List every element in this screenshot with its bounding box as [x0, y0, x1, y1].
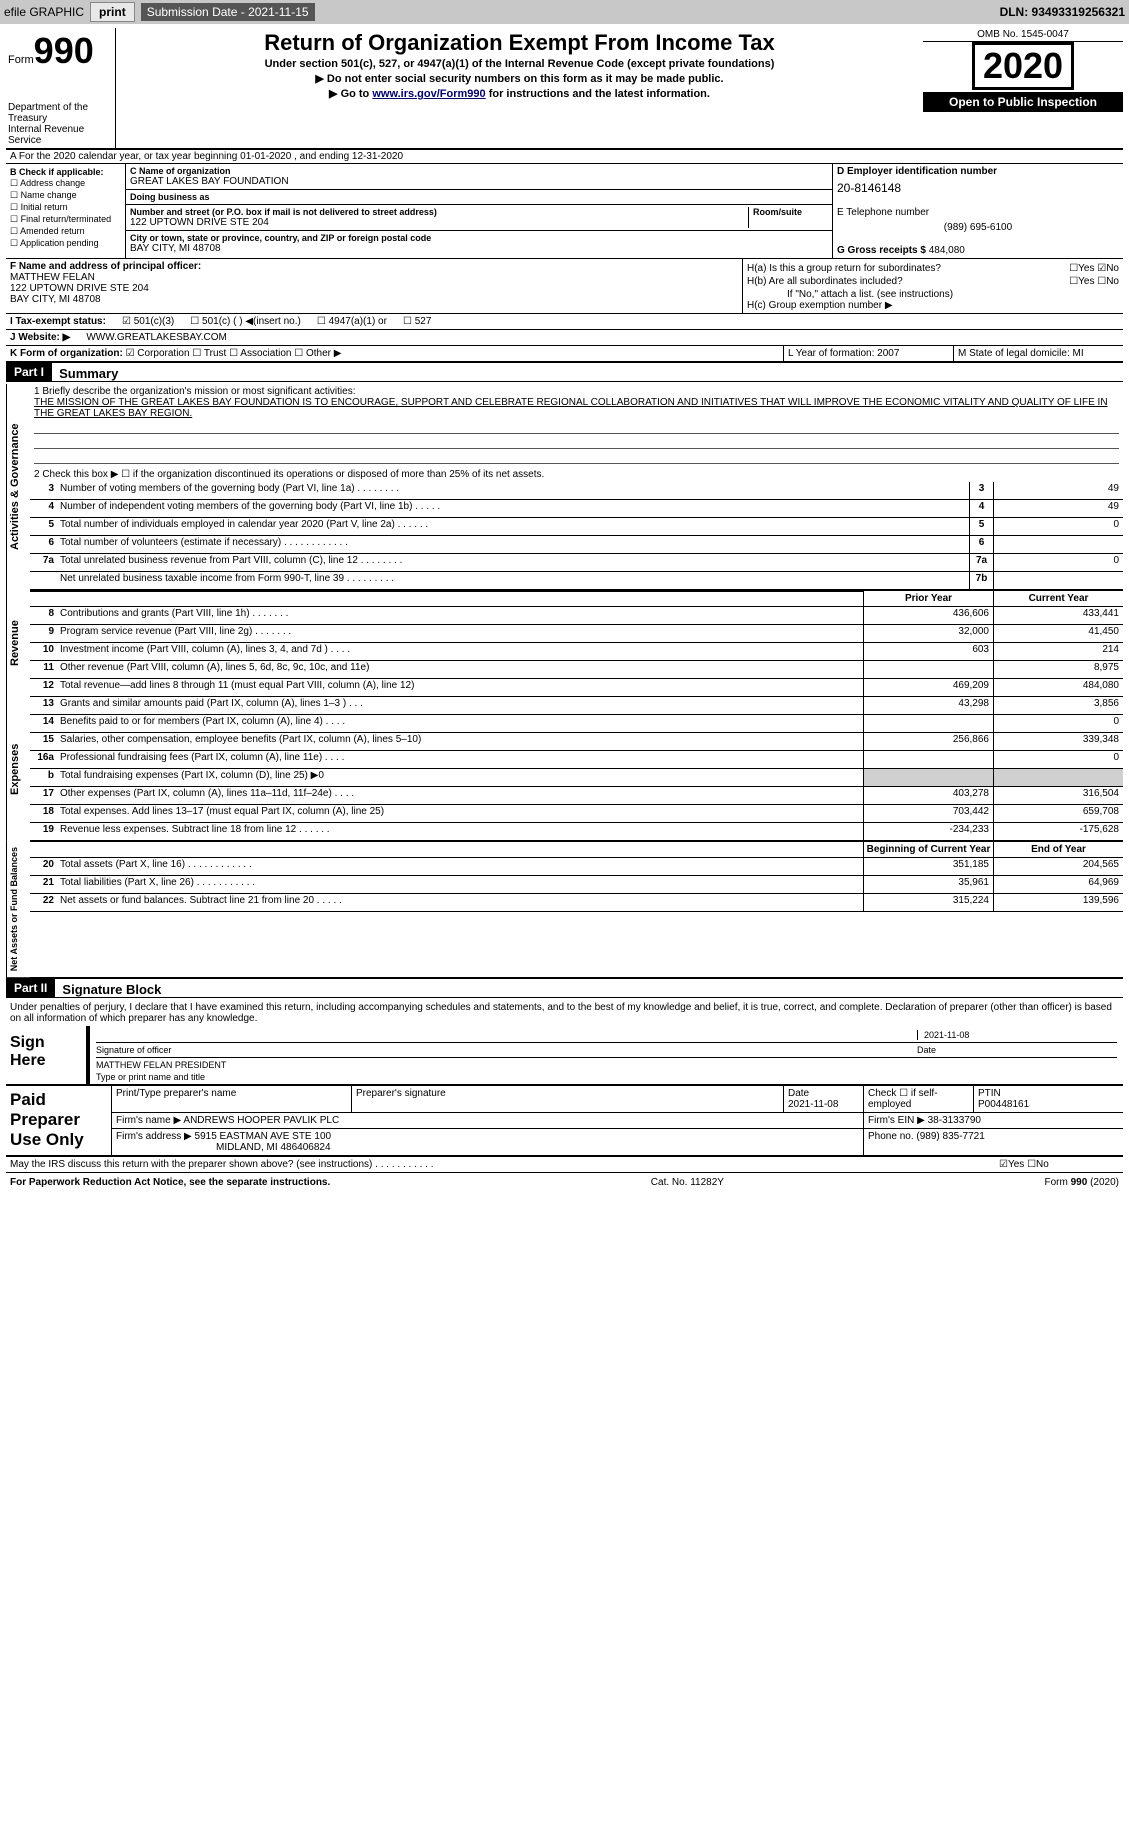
line-21: 21 Total liabilities (Part X, line 26) .…	[30, 876, 1123, 894]
page-title: Return of Organization Exempt From Incom…	[128, 30, 911, 56]
row-a-period: A For the 2020 calendar year, or tax yea…	[6, 150, 1123, 164]
row-k-lm: K Form of organization: ☑ Corporation ☐ …	[6, 346, 1123, 363]
revenue-section: Revenue Prior Year Current Year 8 Contri…	[6, 590, 1123, 697]
line-7b: Net unrelated business taxable income fr…	[30, 572, 1123, 590]
part2-header: Part II Signature Block	[6, 979, 1123, 998]
row-i-tax-status: I Tax-exempt status: ☑ 501(c)(3) ☐ 501(c…	[6, 314, 1123, 330]
entity-block: B Check if applicable: ☐ Address change …	[6, 164, 1123, 259]
perjury-declaration: Under penalties of perjury, I declare th…	[6, 1000, 1123, 1026]
line-17: 17 Other expenses (Part IX, column (A), …	[30, 787, 1123, 805]
line-9: 9 Program service revenue (Part VIII, li…	[30, 625, 1123, 643]
side-label-governance: Activities & Governance	[6, 384, 30, 590]
discuss-row: May the IRS discuss this return with the…	[6, 1157, 1123, 1173]
box-h-group: H(a) Is this a group return for subordin…	[743, 259, 1123, 313]
line-5: 5 Total number of individuals employed i…	[30, 518, 1123, 536]
line-15: 15 Salaries, other compensation, employe…	[30, 733, 1123, 751]
governance-section: Activities & Governance 1 Briefly descri…	[6, 384, 1123, 590]
paid-preparer-block: Paid Preparer Use Only Print/Type prepar…	[6, 1084, 1123, 1157]
box-f-officer: F Name and address of principal officer:…	[6, 259, 743, 313]
box-c-name-addr: C Name of organizationGREAT LAKES BAY FO…	[126, 164, 833, 258]
page-footer: For Paperwork Reduction Act Notice, see …	[6, 1173, 1123, 1192]
efile-label: efile GRAPHIC	[4, 5, 84, 19]
submission-date: Submission Date - 2021-11-15	[141, 3, 315, 21]
line-20: 20 Total assets (Part X, line 16) . . . …	[30, 858, 1123, 876]
line-6: 6 Total number of volunteers (estimate i…	[30, 536, 1123, 554]
line-22: 22 Net assets or fund balances. Subtract…	[30, 894, 1123, 912]
line-19: 19 Revenue less expenses. Subtract line …	[30, 823, 1123, 841]
line-12: 12 Total revenue—add lines 8 through 11 …	[30, 679, 1123, 697]
line-4: 4 Number of independent voting members o…	[30, 500, 1123, 518]
irs-link[interactable]: www.irs.gov/Form990	[372, 88, 485, 100]
mission-block: 1 Briefly describe the organization's mi…	[30, 384, 1123, 467]
print-button[interactable]: print	[90, 2, 135, 22]
line-14: 14 Benefits paid to or for members (Part…	[30, 715, 1123, 733]
boy-eoy-header: Beginning of Current Year End of Year	[30, 841, 1123, 858]
expenses-section: Expenses 13 Grants and similar amounts p…	[6, 697, 1123, 841]
side-label-net-assets: Net Assets or Fund Balances	[6, 841, 30, 977]
open-inspection: Open to Public Inspection	[923, 92, 1123, 112]
line-13: 13 Grants and similar amounts paid (Part…	[30, 697, 1123, 715]
line-18: 18 Total expenses. Add lines 13–17 (must…	[30, 805, 1123, 823]
line-7a: 7a Total unrelated business revenue from…	[30, 554, 1123, 572]
net-assets-section: Net Assets or Fund Balances Beginning of…	[6, 841, 1123, 979]
form-id-box: Form990 Department of the Treasury Inter…	[6, 28, 116, 148]
side-label-revenue: Revenue	[6, 590, 30, 697]
top-toolbar: efile GRAPHIC print Submission Date - 20…	[0, 0, 1129, 24]
line-8: 8 Contributions and grants (Part VIII, l…	[30, 607, 1123, 625]
line-11: 11 Other revenue (Part VIII, column (A),…	[30, 661, 1123, 679]
part1-header: Part I Summary	[6, 363, 1123, 382]
gross-receipts: 484,080	[929, 245, 965, 256]
dln: DLN: 93493319256321	[1000, 5, 1125, 19]
title-block: Return of Organization Exempt From Incom…	[122, 28, 917, 148]
form-header: Form990 Department of the Treasury Inter…	[6, 28, 1123, 150]
line-2-discontinued: 2 Check this box ▶ ☐ if the organization…	[30, 467, 1123, 482]
telephone: (989) 695-6100	[837, 222, 1119, 233]
prior-current-header: Prior Year Current Year	[30, 590, 1123, 607]
line-3: 3 Number of voting members of the govern…	[30, 482, 1123, 500]
line-16a: 16a Professional fundraising fees (Part …	[30, 751, 1123, 769]
box-b-checkboxes: B Check if applicable: ☐ Address change …	[6, 164, 126, 258]
line-b: b Total fundraising expenses (Part IX, c…	[30, 769, 1123, 787]
row-fh: F Name and address of principal officer:…	[6, 259, 1123, 314]
dept-label: Department of the Treasury Internal Reve…	[8, 102, 113, 146]
row-j-website: J Website: ▶ WWW.GREATLAKESBAY.COM	[6, 330, 1123, 346]
tax-year: 2020	[972, 42, 1074, 90]
side-label-expenses: Expenses	[6, 697, 30, 841]
ein-value: 20-8146148	[837, 181, 1119, 195]
omb-number: OMB No. 1545-0047	[923, 28, 1123, 42]
year-box: OMB No. 1545-0047 2020 Open to Public In…	[923, 28, 1123, 148]
box-d-ein-tel: D Employer identification number 20-8146…	[833, 164, 1123, 258]
sign-here-block: Sign Here 2021-11-08 Signature of office…	[6, 1026, 1123, 1084]
line-10: 10 Investment income (Part VIII, column …	[30, 643, 1123, 661]
